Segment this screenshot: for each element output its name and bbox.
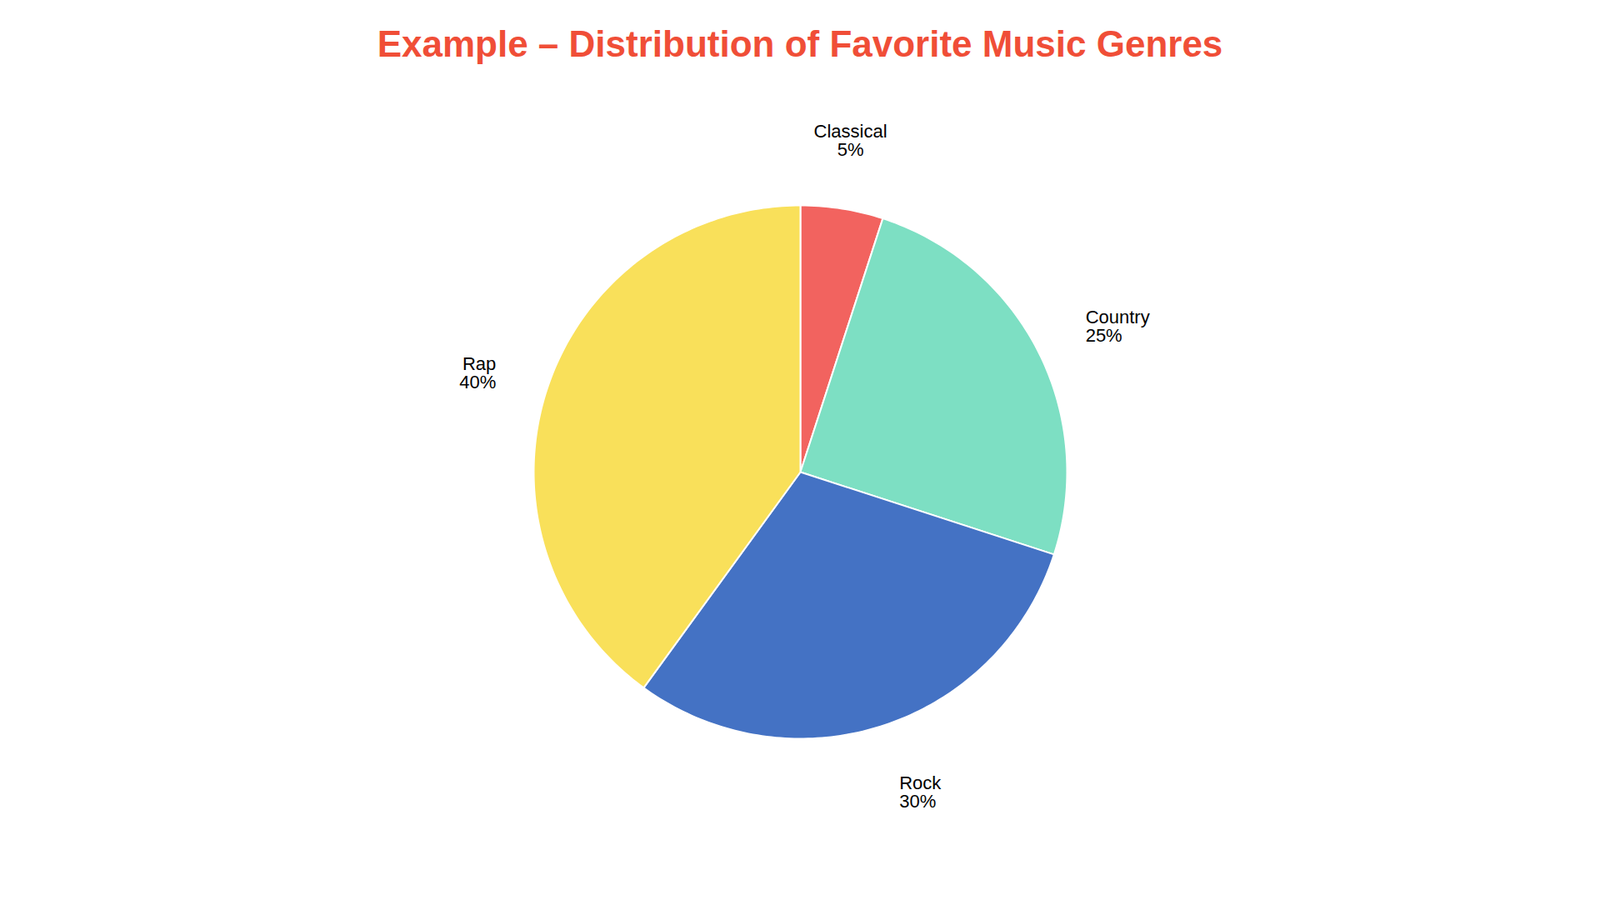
svg-text:Classical5%: Classical5% (814, 120, 888, 160)
svg-text:Country25%: Country25% (1085, 306, 1150, 346)
html-text:Example – Distribution of Favo: Example – Distribution of Favorite Music… (377, 23, 1223, 65)
svg-text:Rap40%: Rap40% (459, 353, 496, 393)
svg-text:Rock30%: Rock30% (899, 772, 942, 812)
